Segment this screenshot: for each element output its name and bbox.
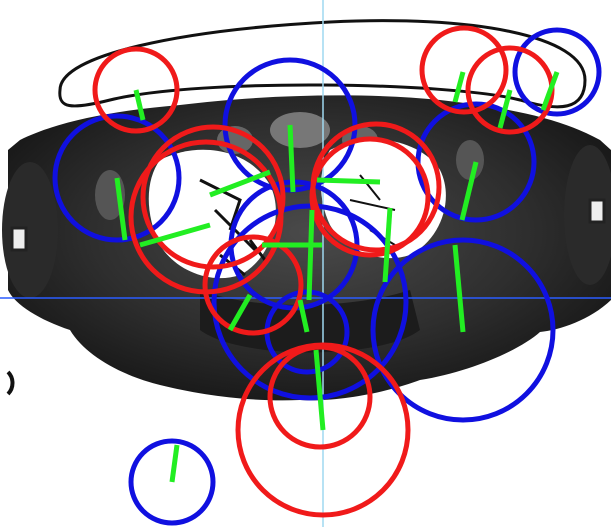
orientation-line: [452, 71, 466, 103]
blue-marker: [52, 113, 182, 243]
orientation-line: [313, 349, 326, 431]
red-marker: [92, 46, 180, 134]
orientation-line: [459, 161, 479, 221]
red-marker: [419, 25, 509, 115]
red-marker: [202, 234, 304, 336]
orientation-line: [227, 293, 253, 332]
scanner-table-contour: [58, 19, 587, 109]
blue-marker: [370, 237, 556, 423]
orientation-line: [297, 299, 310, 333]
patient-body: [2, 95, 611, 401]
orientation-line: [169, 444, 180, 483]
blue-marker: [128, 438, 216, 526]
orientation-line: [382, 207, 393, 283]
orientation-line: [139, 222, 211, 248]
orientation-line: [209, 169, 271, 198]
red-marker: [267, 344, 373, 450]
red-marker: [309, 136, 431, 258]
orientation-line: [540, 71, 560, 111]
orientation-line: [133, 89, 146, 121]
orientation-line: [306, 209, 315, 301]
orientation-line: [114, 177, 128, 241]
blue-marker: [211, 203, 409, 401]
orientation-line: [287, 124, 296, 193]
orientation-lines: [114, 71, 560, 483]
orientation-line: [497, 89, 513, 129]
red-markers: [92, 25, 555, 518]
red-marker: [140, 124, 286, 270]
blue-marker: [512, 27, 602, 117]
orientation-line: [452, 244, 466, 333]
orientation-line: [316, 177, 381, 185]
